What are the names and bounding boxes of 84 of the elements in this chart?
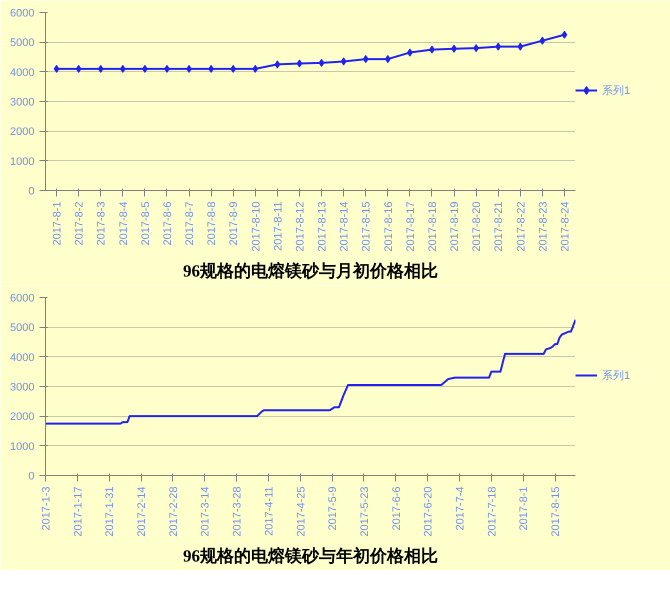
point xyxy=(495,42,502,51)
x-tick-label: 2017-8-8 xyxy=(206,201,218,246)
point xyxy=(340,57,346,66)
text: 96规格的电熔镁砂与月初价格相比 xyxy=(183,262,438,280)
y-tick-label: 3000 xyxy=(10,382,35,394)
text: 96规格的电熔镁砂与年初价格相比 xyxy=(183,546,438,566)
y-tick-label: 1000 xyxy=(10,156,35,168)
x-tick-label: 2017-1-3 xyxy=(40,486,52,531)
x-tick-label: 2017-8-19 xyxy=(449,201,462,252)
x-tick-label: 2017-2-28 xyxy=(168,486,180,537)
x-tick-label: 2017-8-15 xyxy=(360,201,373,252)
point xyxy=(98,64,104,73)
x-tick-label: 2017-8-11 xyxy=(272,201,284,251)
legend-label: 系列1 xyxy=(602,84,632,98)
point xyxy=(473,44,479,52)
point xyxy=(208,64,214,73)
y-tick-label: 5000 xyxy=(10,322,35,334)
x-tick-label: 2017-8-20 xyxy=(471,201,484,252)
point xyxy=(186,64,192,73)
x-tick-label: 2017-5-23 xyxy=(358,486,371,537)
point xyxy=(318,58,324,67)
x-tick-label: 2017-5-9 xyxy=(327,486,340,531)
point xyxy=(120,64,126,73)
y-tick-label: 4000 xyxy=(10,352,35,364)
y-tick-label: 3000 xyxy=(10,96,35,108)
y-tick-label: 0 xyxy=(28,470,35,482)
x-tick-label: 2017-1-17 xyxy=(72,486,84,537)
point xyxy=(562,30,568,39)
point xyxy=(407,48,413,57)
x-tick-label: 2017-8-4 xyxy=(118,201,130,246)
x-tick-label: 2017-8-13 xyxy=(316,201,329,252)
point xyxy=(384,55,391,64)
x-tick-label: 2017-8-14 xyxy=(338,201,351,252)
y-tick-label: 0 xyxy=(28,186,35,198)
y-tick-label: 2000 xyxy=(10,411,35,424)
y-tick-label: 4000 xyxy=(10,66,35,79)
x-tick-label: 2017-7-4 xyxy=(454,486,466,531)
y-tick-label: 1000 xyxy=(10,440,35,453)
x-tick-label: 2017-8-7 xyxy=(184,201,196,246)
x-tick-label: 2017-8-22 xyxy=(515,201,528,252)
x-tick-label: 2017-3-28 xyxy=(232,486,244,537)
point xyxy=(429,46,435,54)
point xyxy=(540,36,546,45)
x-tick-label: 2017-8-3 xyxy=(96,201,108,246)
point xyxy=(274,60,280,68)
x-tick-label: 2017-1-31 xyxy=(104,486,116,537)
legend-label: 系列1 xyxy=(602,368,632,382)
y-tick-label: 5000 xyxy=(10,37,35,50)
x-tick-label: 2017-8-9 xyxy=(228,201,240,246)
point xyxy=(54,64,60,73)
y-tick-label: 2000 xyxy=(10,126,35,138)
point xyxy=(362,55,369,64)
x-tick-label: 2017-8-16 xyxy=(382,201,395,252)
x-tick-label: 2017-3-14 xyxy=(200,486,212,537)
x-tick-label: 2017-7-18 xyxy=(486,486,498,537)
x-tick-label: 2017-2-14 xyxy=(136,486,148,537)
x-tick-label: 2017-8-1 xyxy=(52,201,64,246)
point xyxy=(296,60,302,68)
x-tick-label: 2017-8-2 xyxy=(74,201,86,246)
x-tick-label: 2017-8-1 xyxy=(518,486,530,531)
x-tick-label: 2017-8-10 xyxy=(250,201,262,252)
y-tick-label: 6000 xyxy=(10,8,35,20)
x-tick-label: 2017-8-17 xyxy=(404,201,417,252)
line-series xyxy=(46,318,576,425)
x-tick-label: 2017-4-11 xyxy=(263,486,276,536)
x-tick-label: 2017-4-25 xyxy=(295,486,308,537)
x-tick-label: 2017-8-12 xyxy=(294,201,306,252)
point xyxy=(451,44,457,53)
point xyxy=(517,42,524,51)
x-tick-label: 2017-8-24 xyxy=(559,201,572,252)
x-tick-label: 2017-6-20 xyxy=(422,486,435,537)
x-tick-label: 2017-8-23 xyxy=(537,201,550,252)
x-tick-label: 2017-8-21 xyxy=(493,201,506,252)
point xyxy=(252,64,258,73)
y-tick-label: 6000 xyxy=(10,292,35,304)
point xyxy=(142,64,148,73)
x-tick-label: 2017-8-5 xyxy=(140,201,152,246)
point xyxy=(230,64,236,73)
x-tick-label: 2017-8-15 xyxy=(550,486,562,537)
x-tick-label: 2017-8-18 xyxy=(426,201,439,252)
x-tick-label: 2017-6-6 xyxy=(390,486,403,531)
point xyxy=(164,64,170,73)
point xyxy=(76,64,82,73)
x-tick-label: 2017-8-6 xyxy=(162,201,174,246)
